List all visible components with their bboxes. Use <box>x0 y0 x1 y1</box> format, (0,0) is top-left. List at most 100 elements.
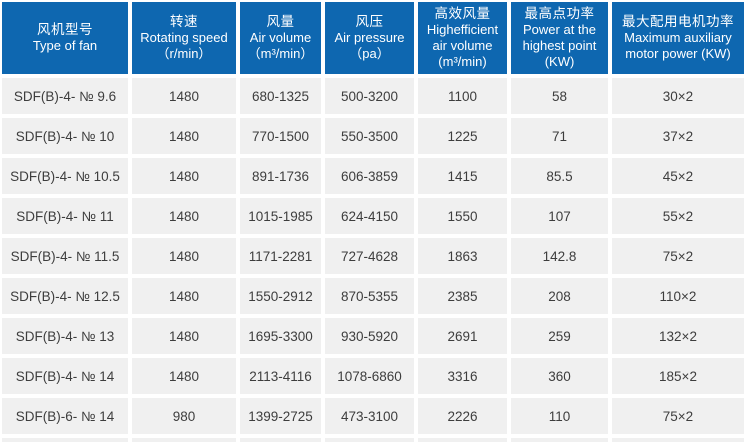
cell-power-highest-point: 360 <box>511 358 608 394</box>
cell-highefficient-air-volume: 3316 <box>418 358 507 394</box>
cell-rotating-speed: 1480 <box>132 158 236 194</box>
clipped-row <box>2 438 744 442</box>
cell-fan-type: SDF(B)-4- № 13 <box>2 318 128 354</box>
clipped-cell <box>2 438 128 442</box>
clipped-cell <box>612 438 744 442</box>
cell-air-volume: 1550-2912 <box>240 278 321 314</box>
cell-air-volume: 1015-1985 <box>240 198 321 234</box>
header-line: (m³/min) <box>438 54 487 69</box>
cell-fan-type: SDF(B)-6- № 14 <box>2 398 128 434</box>
col-header-highefficient-air-volume: 高效风量 Highefficient air volume (m³/min) <box>418 2 507 74</box>
header-line: （pa） <box>349 46 390 61</box>
cell-max-motor-power: 30×2 <box>612 78 744 114</box>
cell-highefficient-air-volume: 1550 <box>418 198 507 234</box>
cell-max-motor-power: 110×2 <box>612 278 744 314</box>
cell-max-motor-power: 132×2 <box>612 318 744 354</box>
cell-air-pressure: 624-4150 <box>325 198 414 234</box>
header-line: air volume <box>432 38 493 53</box>
cell-power-highest-point: 58 <box>511 78 608 114</box>
header-line: 风压 <box>355 14 384 29</box>
header-row: 风机型号 Type of fan 转速 Rotating speed （r/mi… <box>2 2 744 74</box>
cell-fan-type: SDF(B)-4- № 12.5 <box>2 278 128 314</box>
header-line: 风量 <box>266 14 295 29</box>
cell-rotating-speed: 980 <box>132 398 236 434</box>
table-row: SDF(B)-4- № 10.5 1480 891-1736 606-3859 … <box>2 158 744 194</box>
cell-power-highest-point: 142.8 <box>511 238 608 274</box>
cell-air-volume: 770-1500 <box>240 118 321 154</box>
header-line: Type of fan <box>32 38 98 53</box>
header-line: 高效风量 <box>434 6 491 21</box>
col-header-type-of-fan: 风机型号 Type of fan <box>2 2 128 74</box>
header-line: 风机型号 <box>37 22 93 37</box>
cell-max-motor-power: 185×2 <box>612 358 744 394</box>
header-line: （r/min） <box>156 46 212 61</box>
header-line: 最大配用电机功率 <box>622 14 734 29</box>
col-header-max-auxiliary-motor-power: 最大配用电机功率 Maximum auxiliary motor power (… <box>612 2 744 74</box>
cell-rotating-speed: 1480 <box>132 78 236 114</box>
header-line: motor power (KW) <box>625 46 731 61</box>
col-header-power-highest-point: 最高点功率 Power at the highest point (KW) <box>511 2 608 74</box>
cell-max-motor-power: 37×2 <box>612 118 744 154</box>
cell-fan-type: SDF(B)-4- № 11.5 <box>2 238 128 274</box>
cell-highefficient-air-volume: 1415 <box>418 158 507 194</box>
header-line: （m³/min） <box>247 46 314 61</box>
cell-fan-type: SDF(B)-4- № 10 <box>2 118 128 154</box>
table-row: SDF(B)-4- № 13 1480 1695-3300 930-5920 2… <box>2 318 744 354</box>
cell-power-highest-point: 110 <box>511 398 608 434</box>
header-line: Highefficient <box>426 22 499 37</box>
col-header-air-pressure: 风压 Air pressure （pa） <box>325 2 414 74</box>
header-line: Maximum auxiliary <box>624 30 732 45</box>
table-row: SDF(B)-6- № 14 980 1399-2725 473-3100 22… <box>2 398 744 434</box>
clipped-cell <box>418 438 507 442</box>
cell-max-motor-power: 75×2 <box>612 398 744 434</box>
header-line: 最高点功率 <box>524 6 595 21</box>
cell-air-volume: 1695-3300 <box>240 318 321 354</box>
clipped-cell <box>240 438 321 442</box>
cell-max-motor-power: 45×2 <box>612 158 744 194</box>
cell-air-pressure: 500-3200 <box>325 78 414 114</box>
cell-highefficient-air-volume: 1225 <box>418 118 507 154</box>
cell-air-pressure: 473-3100 <box>325 398 414 434</box>
cell-highefficient-air-volume: 2691 <box>418 318 507 354</box>
col-header-rotating-speed: 转速 Rotating speed （r/min） <box>132 2 236 74</box>
table-row: SDF(B)-4- № 11 1480 1015-1985 624-4150 1… <box>2 198 744 234</box>
header-line: (KW) <box>544 54 575 69</box>
header-line: Rotating speed <box>140 30 228 45</box>
clipped-cell <box>325 438 414 442</box>
table-row: SDF(B)-4- № 10 1480 770-1500 550-3500 12… <box>2 118 744 154</box>
cell-air-volume: 891-1736 <box>240 158 321 194</box>
cell-air-pressure: 870-5355 <box>325 278 414 314</box>
cell-air-volume: 1171-2281 <box>240 238 321 274</box>
cell-power-highest-point: 71 <box>511 118 608 154</box>
header-line: Air volume <box>249 30 312 45</box>
header-line: Air pressure <box>334 30 405 45</box>
cell-air-volume: 1399-2725 <box>240 398 321 434</box>
col-header-air-volume: 风量 Air volume （m³/min） <box>240 2 321 74</box>
cell-rotating-speed: 1480 <box>132 238 236 274</box>
cell-air-pressure: 606-3859 <box>325 158 414 194</box>
cell-air-pressure: 550-3500 <box>325 118 414 154</box>
cell-power-highest-point: 208 <box>511 278 608 314</box>
clipped-cell <box>511 438 608 442</box>
cell-power-highest-point: 259 <box>511 318 608 354</box>
cell-highefficient-air-volume: 2226 <box>418 398 507 434</box>
cell-max-motor-power: 55×2 <box>612 198 744 234</box>
cell-rotating-speed: 1480 <box>132 118 236 154</box>
header-line: highest point <box>522 38 597 53</box>
clipped-cell <box>132 438 236 442</box>
table-row: SDF(B)-4- № 12.5 1480 1550-2912 870-5355… <box>2 278 744 314</box>
cell-rotating-speed: 1480 <box>132 198 236 234</box>
cell-air-volume: 680-1325 <box>240 78 321 114</box>
header-line: 转速 <box>170 14 198 29</box>
cell-highefficient-air-volume: 1100 <box>418 78 507 114</box>
cell-rotating-speed: 1480 <box>132 278 236 314</box>
table-row: SDF(B)-4- № 9.6 1480 680-1325 500-3200 1… <box>2 78 744 114</box>
cell-highefficient-air-volume: 2385 <box>418 278 507 314</box>
cell-fan-type: SDF(B)-4- № 14 <box>2 358 128 394</box>
cell-air-pressure: 1078-6860 <box>325 358 414 394</box>
cell-fan-type: SDF(B)-4- № 10.5 <box>2 158 128 194</box>
cell-air-pressure: 727-4628 <box>325 238 414 274</box>
table-row: SDF(B)-4- № 11.5 1480 1171-2281 727-4628… <box>2 238 744 274</box>
